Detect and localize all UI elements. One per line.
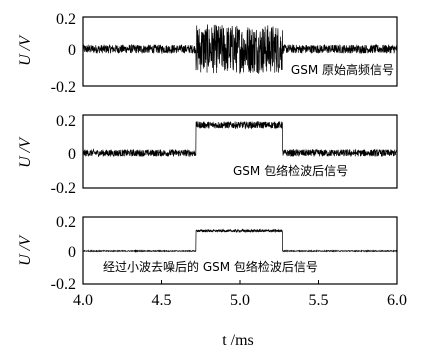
panel-1-annotation: GSM 原始高频信号 xyxy=(291,62,394,77)
panel-3-ytick-top: 0.2 xyxy=(56,214,76,231)
panel-3-xticks: 4.0 4.5 5.0 5.5 6.0 xyxy=(73,280,407,309)
panel-3: 4.0 4.5 5.0 5.5 6.0 0.2 0 -0.2 U /V 经过小波去噪后的… xyxy=(17,214,407,309)
panel-3-ytick-bot: -0.2 xyxy=(51,276,76,293)
panel-1: 0.2 0 -0.2 U /V GSM 原始高频信号 xyxy=(17,11,398,96)
panel-1-frame xyxy=(82,16,398,87)
panel-2-annotation-bg xyxy=(228,162,396,180)
panel-1-ylabel: U /V xyxy=(17,34,34,66)
panel-3-series-line xyxy=(82,228,398,253)
panel-2: 0.2 0 -0.2 U /V GSM 包络检波后信号 xyxy=(17,113,398,197)
x-tick-label: 5.0 xyxy=(230,292,250,309)
panel-2-ytick-top: 0.2 xyxy=(56,113,76,130)
panel-3-ylabel: U /V xyxy=(17,234,34,266)
x-tick-label: 6.0 xyxy=(387,292,407,309)
panel-2-ylabel: U /V xyxy=(17,136,34,168)
panel-1-ytick-top: 0.2 xyxy=(56,11,76,28)
panel-1-ytick-bot: -0.2 xyxy=(51,79,76,96)
panel-1-ytick-mid: 0 xyxy=(68,42,76,59)
panel-2-annotation: GSM 包络检波后信号 xyxy=(233,163,348,178)
panel-2-signal xyxy=(82,120,398,158)
x-axis-label: t /ms xyxy=(222,332,254,349)
x-tick-label: 5.5 xyxy=(309,292,329,309)
panel-3-annotation: 经过小波去噪后的 GSM 包络检波后信号 xyxy=(103,259,318,274)
panel-2-ytick-bot: -0.2 xyxy=(51,180,76,197)
panel-3-annotation-bg xyxy=(100,258,395,276)
panel-3-ytick-mid: 0 xyxy=(68,244,76,261)
x-tick-label: 4.0 xyxy=(73,292,93,309)
panel-2-series-line xyxy=(82,120,398,158)
panel-1-signal xyxy=(82,24,398,74)
panel-2-ytick-mid: 0 xyxy=(68,146,76,163)
panel-1-series-line xyxy=(82,24,398,74)
panel-1-annotation-bg xyxy=(300,61,396,79)
panel-3-signal xyxy=(82,228,398,253)
x-tick-label: 4.5 xyxy=(152,292,172,309)
